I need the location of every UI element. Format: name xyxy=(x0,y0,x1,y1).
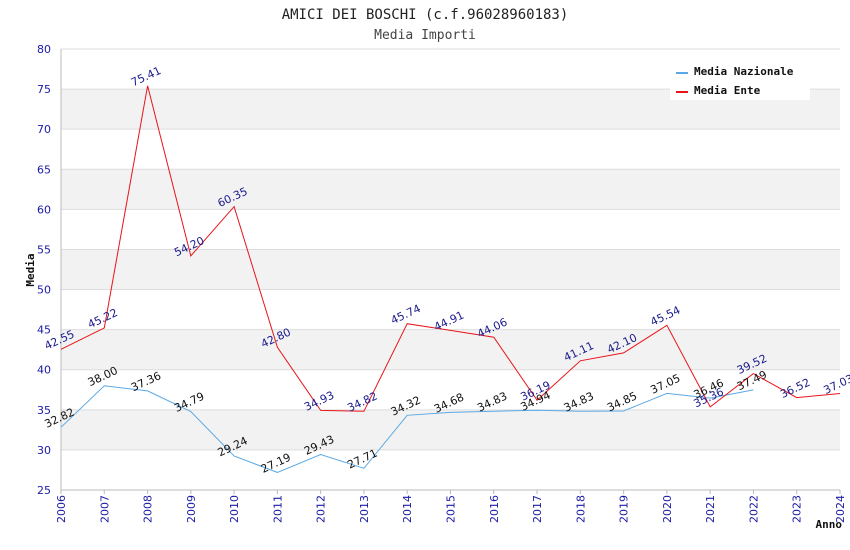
x-tick-label: 2011 xyxy=(271,495,284,523)
y-tick-label: 65 xyxy=(37,163,51,176)
grid-band xyxy=(61,169,840,210)
series-line-media-nazionale xyxy=(60,385,754,473)
x-axis-ticks: 2006 2007 2008 2009 2010 2011 2012 2013 2014 2015… xyxy=(55,490,847,523)
y-tick-label: 75 xyxy=(37,83,51,96)
series-lines xyxy=(60,85,841,473)
legend-label-nazionale: Media Nazionale xyxy=(694,65,794,78)
grid-bands xyxy=(61,49,840,490)
grid-band xyxy=(61,329,840,370)
y-tick-label: 60 xyxy=(37,203,51,216)
grid-band xyxy=(61,409,840,450)
y-tick-label: 50 xyxy=(37,284,51,297)
y-axis-ticks: 25 30 35 40 45 50 55 60 65 70 75 80 xyxy=(37,43,51,497)
x-tick-label: 2019 xyxy=(618,495,631,523)
y-tick-label: 80 xyxy=(37,43,51,56)
legend: Media Nazionale Media Ente xyxy=(670,58,810,100)
x-tick-label: 2017 xyxy=(531,495,544,523)
series-line-media-ente xyxy=(60,85,841,412)
x-axis-label: Anno xyxy=(816,518,843,531)
chart-title: AMICI DEI BOSCHI (c.f.96028960183) xyxy=(282,7,569,23)
legend-box xyxy=(670,58,810,100)
x-tick-label: 2012 xyxy=(315,495,328,523)
x-tick-label: 2008 xyxy=(142,495,155,523)
x-tick-label: 2013 xyxy=(358,495,371,523)
x-tick-label: 2018 xyxy=(574,495,587,523)
y-tick-label: 70 xyxy=(37,123,51,136)
x-tick-label: 2020 xyxy=(661,495,674,523)
x-tick-label: 2007 xyxy=(98,495,111,523)
x-tick-label: 2014 xyxy=(401,495,414,523)
x-tick-label: 2016 xyxy=(488,495,501,523)
y-tick-label: 35 xyxy=(37,404,51,417)
grid-band xyxy=(61,369,840,410)
y-tick-label: 30 xyxy=(37,444,51,457)
x-tick-label: 2015 xyxy=(445,495,458,523)
grid-band xyxy=(61,449,840,490)
grid-band xyxy=(61,289,840,330)
y-tick-label: 55 xyxy=(37,243,51,256)
x-tick-label: 2024 xyxy=(834,495,847,523)
chart-subtitle: Media Importi xyxy=(374,28,476,43)
x-tick-label: 2006 xyxy=(55,495,68,523)
y-tick-label: 40 xyxy=(37,364,51,377)
x-tick-label: 2021 xyxy=(704,495,717,523)
x-tick-label: 2022 xyxy=(747,495,760,523)
x-tick-label: 2023 xyxy=(791,495,804,523)
grid-band xyxy=(61,209,840,250)
x-tick-label: 2009 xyxy=(185,495,198,523)
legend-label-ente: Media Ente xyxy=(694,84,761,97)
y-tick-label: 45 xyxy=(37,324,51,337)
y-tick-label: 25 xyxy=(37,484,51,497)
grid-band xyxy=(61,129,840,170)
y-axis-label: Media xyxy=(24,253,37,286)
x-tick-label: 2010 xyxy=(228,495,241,523)
